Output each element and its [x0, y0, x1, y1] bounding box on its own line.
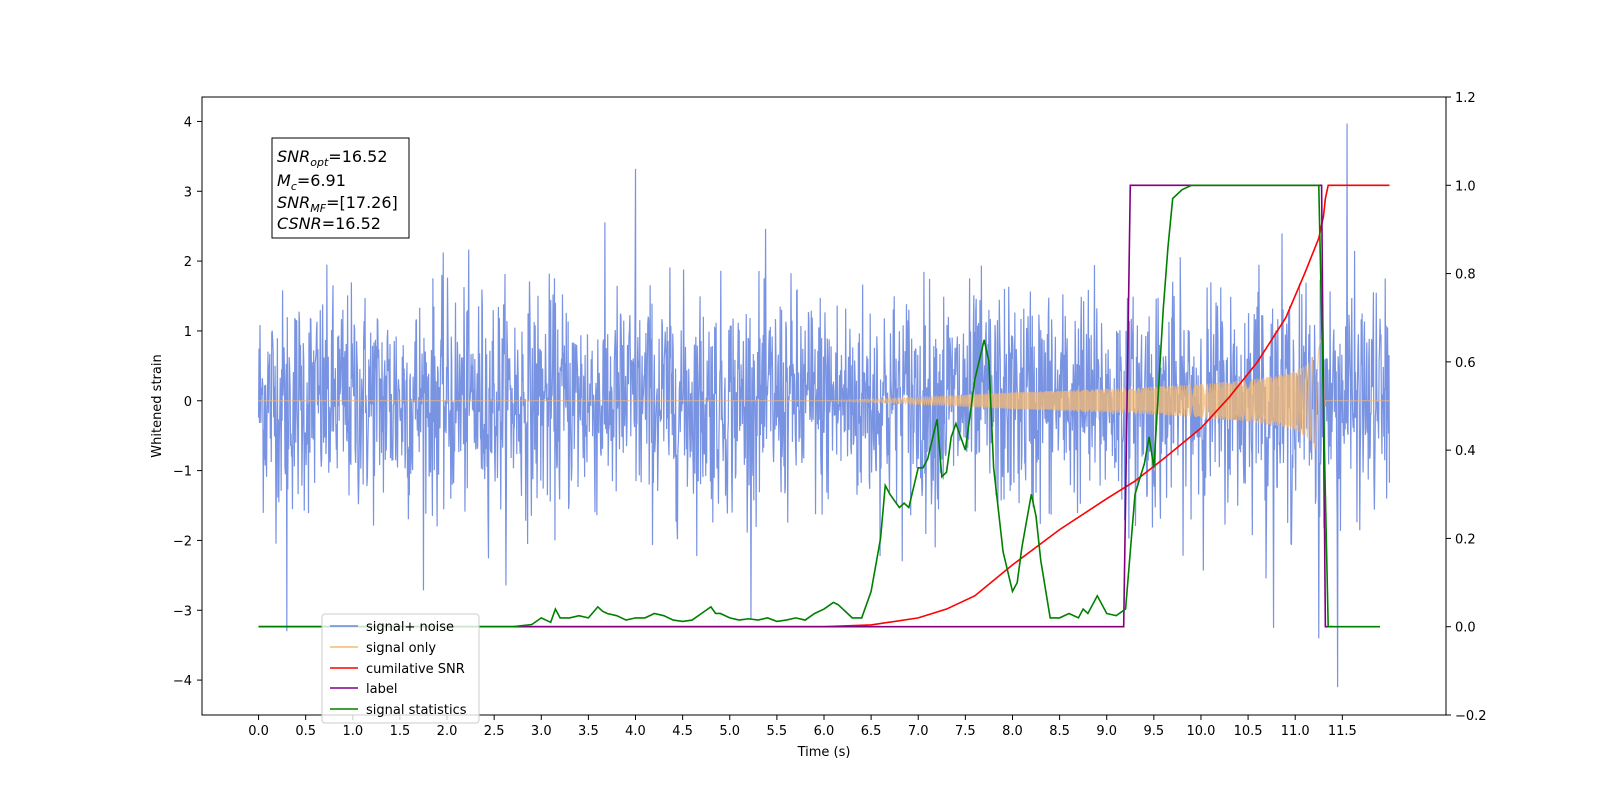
x-tick-label: 0.0 [248, 724, 269, 739]
x-tick-label: 0.5 [295, 724, 316, 739]
x-tick-label: 7.5 [955, 724, 976, 739]
y-right-tick-label: 0.2 [1455, 532, 1476, 547]
x-tick-label: 2.5 [484, 724, 505, 739]
x-tick-label: 1.0 [342, 724, 363, 739]
legend-item-cumulative-snr: cumilative SNR [330, 662, 465, 677]
y-left-tick-label: −4 [173, 674, 192, 689]
y-axis-label: Whitened strain [150, 354, 165, 457]
legend: signal+ noise signal only cumilative SNR… [321, 613, 480, 724]
x-tick-label: 4.0 [625, 724, 646, 739]
legend-item-signal-noise: signal+ noise [330, 620, 454, 635]
series-signal-statistics [258, 184, 1381, 628]
x-tick-label: 3.5 [578, 724, 599, 739]
svg-text:signal+ noise: signal+ noise [366, 620, 454, 635]
x-tick-label: 4.5 [672, 724, 693, 739]
y-right-tick-label: 0.0 [1455, 621, 1476, 636]
svg-text:cumilative SNR: cumilative SNR [366, 662, 465, 677]
y-left-tick-label: 3 [184, 185, 192, 200]
x-tick-label: 9.0 [1096, 724, 1117, 739]
x-tick-label: 2.0 [437, 724, 458, 739]
svg-text:signal statistics: signal statistics [366, 703, 467, 718]
svg-text:signal only: signal only [366, 641, 436, 656]
x-tick-label: 8.0 [1002, 724, 1023, 739]
x-tick-label: 11.5 [1328, 724, 1357, 739]
x-axis-label: Time (s) [797, 745, 851, 760]
csnr-annotation: CSNR=16.52 [277, 214, 381, 233]
y-left-tick-label: −1 [173, 465, 192, 480]
annotation-box: SNRopt=16.52 Mc=6.91 SNRMF=[17.26] CSNR=… [271, 137, 410, 239]
svg-text:label: label [366, 682, 397, 697]
series-signal-noise [257, 123, 1391, 688]
x-tick-label: 5.0 [719, 724, 740, 739]
legend-item-signal-statistics: signal statistics [330, 703, 467, 718]
x-tick-label: 7.0 [908, 724, 929, 739]
x-tick-label: 10.5 [1234, 724, 1263, 739]
x-tick-label: 1.5 [390, 724, 411, 739]
x-tick-label: 8.5 [1049, 724, 1070, 739]
y-right-tick-label: 0.4 [1455, 444, 1476, 459]
snr-opt-annotation: SNRopt=16.52 [277, 147, 388, 169]
y-left-tick-label: 1 [184, 325, 192, 340]
y-right-tick-label: 1.2 [1455, 91, 1476, 106]
snr-mf-annotation: SNRMF=[17.26] [277, 193, 398, 215]
x-tick-label: 6.5 [861, 724, 882, 739]
y-left-tick-label: 0 [184, 395, 192, 410]
x-tick-label: 11.0 [1281, 724, 1310, 739]
y-right-tick-label: 1.0 [1455, 179, 1476, 194]
x-tick-label: 10.0 [1186, 724, 1215, 739]
y-axis-right: 1.2 1.0 0.8 0.6 0.4 0.2 0.0 −0.2 [1446, 91, 1487, 724]
y-right-tick-label: −0.2 [1455, 709, 1487, 724]
mc-annotation: Mc=6.91 [277, 171, 346, 193]
x-tick-label: 6.0 [814, 724, 835, 739]
x-tick-label: 3.0 [531, 724, 552, 739]
series-layer [257, 123, 1391, 688]
y-left-tick-label: −2 [173, 534, 192, 549]
y-right-tick-label: 0.8 [1455, 268, 1476, 283]
series-signal-only [258, 338, 1390, 450]
legend-item-label: label [330, 682, 397, 697]
legend-item-signal-only: signal only [330, 641, 436, 656]
x-axis: 0.0 0.5 1.0 1.5 2.0 2.5 3.0 3.5 4.0 4.5 5.0 5.5 6.0 6… [248, 715, 1357, 739]
y-left-tick-label: 2 [184, 255, 192, 270]
y-right-tick-label: 0.6 [1455, 356, 1476, 371]
x-tick-label: 9.5 [1144, 724, 1165, 739]
y-left-tick-label: 4 [184, 115, 192, 130]
y-axis-left: 4 3 2 1 0 −1 −2 −3 −4 [173, 115, 202, 689]
y-left-tick-label: −3 [173, 604, 192, 619]
x-tick-label: 5.5 [767, 724, 788, 739]
